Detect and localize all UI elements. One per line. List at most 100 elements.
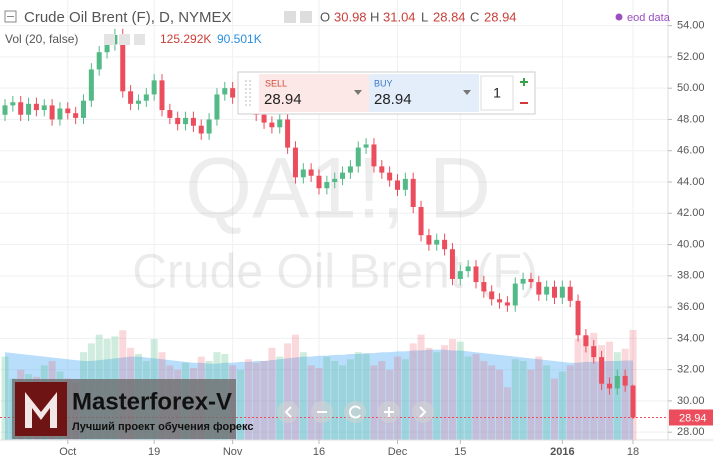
candle-body bbox=[434, 239, 440, 245]
candle-body bbox=[316, 175, 322, 189]
volume-bar bbox=[464, 356, 472, 440]
y-tick-label: 50.00 bbox=[677, 82, 705, 94]
y-tick-label: 36.00 bbox=[677, 301, 705, 313]
candle-body bbox=[41, 105, 47, 111]
candle-body bbox=[544, 286, 550, 295]
volume-bar bbox=[323, 356, 331, 440]
candle-body bbox=[285, 119, 291, 148]
volume-bar bbox=[237, 369, 244, 440]
candle-body bbox=[536, 282, 542, 295]
x-tick-label: 2016 bbox=[550, 446, 574, 458]
volume-bar bbox=[535, 356, 543, 440]
volume-bar bbox=[472, 353, 480, 440]
candle-body bbox=[57, 108, 63, 120]
candle-body bbox=[457, 271, 463, 279]
candle-body bbox=[96, 52, 102, 70]
x-tick-label: 18 bbox=[627, 446, 639, 458]
sell-label: SELL bbox=[265, 78, 287, 88]
y-tick-label: 34.00 bbox=[677, 332, 705, 344]
reset-button[interactable] bbox=[344, 401, 366, 423]
candle-body bbox=[442, 239, 448, 250]
candle-body bbox=[379, 166, 385, 173]
legend: Crude Oil Brent (F), D, NYMEX O 30.98 H … bbox=[4, 9, 671, 46]
candles bbox=[2, 28, 636, 420]
scroll-right-button[interactable] bbox=[412, 401, 434, 423]
volume-bar bbox=[346, 359, 354, 440]
candle-body bbox=[481, 282, 487, 292]
dropdown-icon[interactable] bbox=[463, 90, 471, 95]
candle-body bbox=[520, 278, 526, 284]
volume-bar bbox=[503, 387, 511, 440]
candle-body bbox=[606, 383, 612, 389]
volume-bar bbox=[582, 336, 590, 440]
x-tick-label: 16 bbox=[313, 446, 325, 458]
hide-icon[interactable] bbox=[300, 11, 312, 23]
candle-body bbox=[559, 286, 565, 298]
close-value: 28.94 bbox=[484, 9, 517, 24]
dropdown-icon[interactable] bbox=[354, 90, 362, 95]
increase-button[interactable] bbox=[520, 78, 528, 86]
volume-bar bbox=[590, 332, 598, 440]
candle-body bbox=[183, 117, 189, 125]
candle-body bbox=[292, 147, 298, 178]
logo-m bbox=[25, 392, 57, 428]
volume-bar bbox=[401, 359, 409, 440]
candle-body bbox=[33, 103, 39, 111]
volume-bar bbox=[299, 352, 307, 440]
candle-body bbox=[591, 346, 597, 358]
quantity-input[interactable] bbox=[480, 75, 514, 111]
candle-body bbox=[18, 102, 24, 115]
icon bbox=[384, 407, 394, 417]
scroll-left-button[interactable] bbox=[277, 401, 299, 423]
volume-bar bbox=[456, 341, 464, 440]
volume-bar bbox=[370, 365, 378, 440]
y-tick-label: 42.00 bbox=[677, 207, 705, 219]
x-tick-label: Oct bbox=[59, 446, 76, 458]
y-tick-label: 44.00 bbox=[677, 176, 705, 188]
volume-bar bbox=[276, 356, 284, 440]
watermark-name: Crude Oil Brent (F) bbox=[132, 246, 537, 299]
volume-bar bbox=[433, 352, 441, 440]
volume-bar bbox=[339, 365, 347, 440]
settings-icon[interactable] bbox=[284, 11, 296, 23]
high-label: H bbox=[370, 9, 379, 24]
candle-body bbox=[88, 69, 94, 101]
trade-panel: SELL 28.94 BUY 28.94 1 bbox=[237, 71, 536, 115]
close-icon[interactable] bbox=[134, 34, 145, 45]
open-label: O bbox=[320, 9, 330, 24]
volume-bar bbox=[558, 371, 566, 440]
candle-body bbox=[73, 113, 79, 118]
sell-button[interactable] bbox=[259, 74, 369, 112]
candle-body bbox=[151, 80, 157, 95]
candle-body bbox=[489, 291, 495, 300]
volume-bar bbox=[543, 365, 551, 440]
candle-body bbox=[528, 278, 534, 283]
x-tick-label: 19 bbox=[148, 446, 160, 458]
low-value: 28.84 bbox=[433, 9, 466, 24]
volume-bar bbox=[291, 334, 299, 440]
candle-body bbox=[104, 44, 110, 53]
y-tick-label: 28.00 bbox=[677, 426, 705, 438]
candle-body bbox=[222, 88, 228, 95]
high-value: 31.04 bbox=[383, 9, 416, 24]
candle-body bbox=[324, 182, 330, 189]
candle-body bbox=[355, 147, 361, 167]
volume-bar bbox=[244, 359, 252, 440]
settings-icon[interactable] bbox=[104, 34, 115, 45]
volume-bar bbox=[284, 343, 292, 440]
volume-value: 125.292K bbox=[160, 32, 211, 46]
volume-bar bbox=[425, 347, 433, 440]
candle-body bbox=[214, 94, 220, 120]
volume-bar bbox=[511, 359, 519, 440]
hide-icon[interactable] bbox=[119, 34, 130, 45]
candle-body bbox=[504, 302, 510, 306]
y-tick-label: 54.00 bbox=[677, 20, 705, 32]
candle-body bbox=[269, 122, 275, 128]
candle-body bbox=[49, 105, 55, 120]
drag-handle[interactable] bbox=[245, 80, 251, 106]
buy-button[interactable] bbox=[369, 74, 479, 112]
candle-body bbox=[206, 119, 212, 134]
candle-body bbox=[65, 108, 71, 114]
logo-name[interactable]: Masterforex-V bbox=[72, 388, 232, 415]
volume-bar bbox=[566, 365, 574, 440]
